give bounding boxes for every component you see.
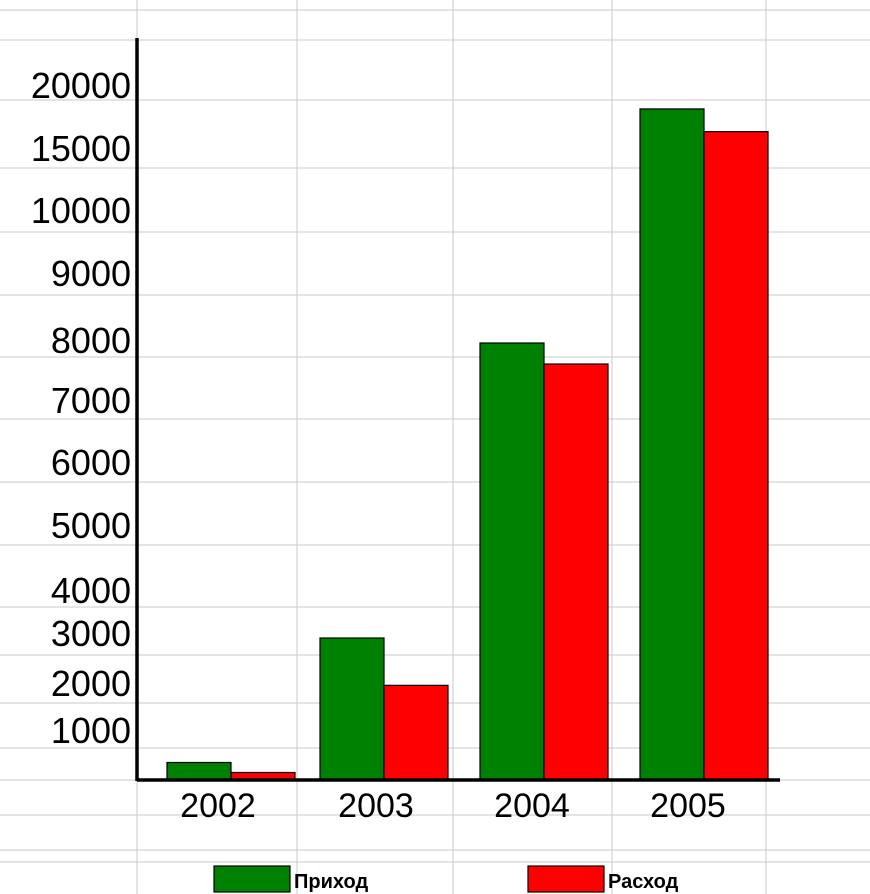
bar-income-2003 — [319, 637, 385, 781]
bar-income-2002 — [166, 761, 232, 781]
bar-expense-2003 — [383, 684, 449, 781]
x-axis-ticks: 2002 2003 2004 2005 — [180, 787, 726, 825]
legend: Приход Расход — [213, 865, 679, 893]
bar-income-2005 — [639, 108, 705, 781]
y-tick-label: 8000 — [51, 320, 131, 361]
y-tick-label: 10000 — [31, 190, 131, 231]
y-tick-label: 9000 — [51, 253, 131, 294]
legend-item: Расход — [527, 865, 679, 893]
legend-item: Приход — [213, 865, 368, 893]
bar-expense-2004 — [543, 363, 609, 781]
legend-label: Приход — [294, 871, 368, 893]
y-tick-label: 5000 — [51, 505, 131, 546]
x-tick-label: 2005 — [650, 787, 726, 825]
y-tick-label: 15000 — [31, 128, 131, 169]
y-tick-label: 2000 — [51, 663, 131, 704]
legend-label: Расход — [608, 871, 679, 893]
y-tick-label: 20000 — [31, 65, 131, 106]
bars — [166, 108, 769, 781]
x-tick-label: 2004 — [494, 787, 570, 825]
bar-income-2004 — [479, 342, 545, 781]
y-tick-label: 3000 — [51, 613, 131, 654]
y-tick-label: 1000 — [51, 710, 131, 751]
axes — [135, 38, 780, 782]
bar-expense-2005 — [703, 131, 769, 781]
legend-swatch — [213, 865, 291, 893]
x-tick-label: 2002 — [180, 787, 256, 825]
x-tick-label: 2003 — [338, 787, 414, 825]
y-tick-label: 7000 — [51, 380, 131, 421]
y-tick-label: 4000 — [51, 570, 131, 611]
y-tick-label: 6000 — [51, 442, 131, 483]
legend-swatch — [527, 865, 605, 893]
